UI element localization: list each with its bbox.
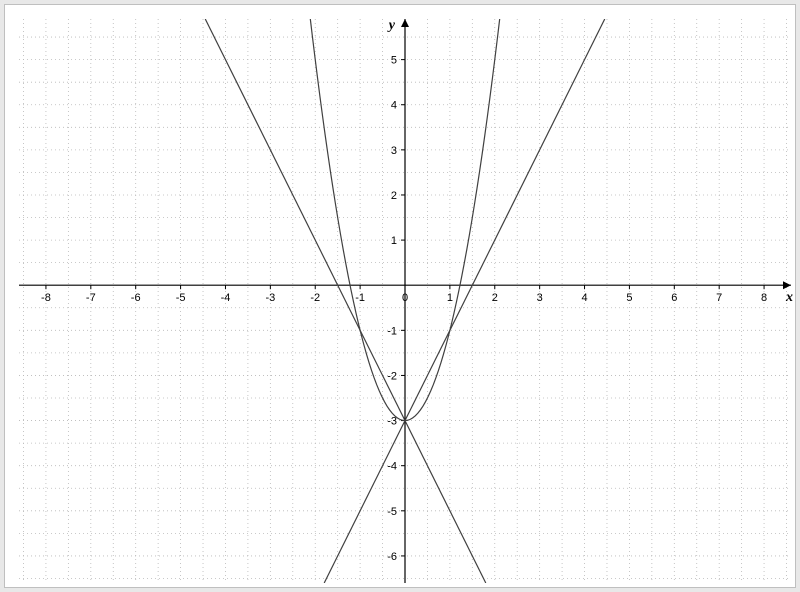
x-axis-label: x <box>785 290 793 305</box>
x-tick-label: 1 <box>447 292 453 304</box>
x-tick-label: 6 <box>671 292 677 304</box>
y-tick-label: 1 <box>391 235 397 247</box>
x-tick-label: -8 <box>41 292 51 304</box>
curve-line-neg <box>205 19 486 583</box>
chart-frame: -8 -7 -6 -5 -4 -3 -2 -1 0 1 2 3 4 5 6 7 8 -6 -5 -4 -3 -2 -1 1 2 3… <box>4 4 796 588</box>
y-axis-label: y <box>387 18 396 33</box>
x-tick-label: 0 <box>402 292 408 304</box>
x-tick-label: 2 <box>492 292 498 304</box>
x-tick-label: 4 <box>581 292 587 304</box>
y-tick-label: -3 <box>387 416 397 428</box>
x-tick-label: 8 <box>761 292 767 304</box>
x-tick-label: 7 <box>716 292 722 304</box>
chart-outer: -8 -7 -6 -5 -4 -3 -2 -1 0 1 2 3 4 5 6 7 8 -6 -5 -4 -3 -2 -1 1 2 3… <box>0 0 800 592</box>
y-tick-label: -1 <box>387 325 397 337</box>
y-tick-label: -6 <box>387 551 397 563</box>
y-tick-label: 3 <box>391 145 397 157</box>
y-tick-label: -2 <box>387 370 397 382</box>
x-tick-label: -6 <box>131 292 141 304</box>
x-tick-label: -1 <box>355 292 365 304</box>
x-tick-label: -7 <box>86 292 96 304</box>
y-tick-label: -4 <box>387 461 397 473</box>
x-tick-label: -4 <box>221 292 231 304</box>
x-tick-label: -2 <box>310 292 320 304</box>
y-tick-label: 2 <box>391 190 397 202</box>
x-tick-label: 3 <box>537 292 543 304</box>
x-tick-label: -3 <box>265 292 275 304</box>
curve-line-pos <box>324 19 605 583</box>
y-tick-label: 5 <box>391 55 397 67</box>
y-tick-label: 4 <box>391 100 397 112</box>
x-tick-label: -5 <box>176 292 186 304</box>
tick-labels: -8 -7 -6 -5 -4 -3 -2 -1 0 1 2 3 4 5 6 7 8 -6 -5 -4 -3 -2 -1 1 2 3… <box>41 55 767 563</box>
cartesian-plot: -8 -7 -6 -5 -4 -3 -2 -1 0 1 2 3 4 5 6 7 8 -6 -5 -4 -3 -2 -1 1 2 3… <box>5 5 800 592</box>
x-tick-label: 5 <box>626 292 632 304</box>
y-tick-label: -5 <box>387 506 397 518</box>
